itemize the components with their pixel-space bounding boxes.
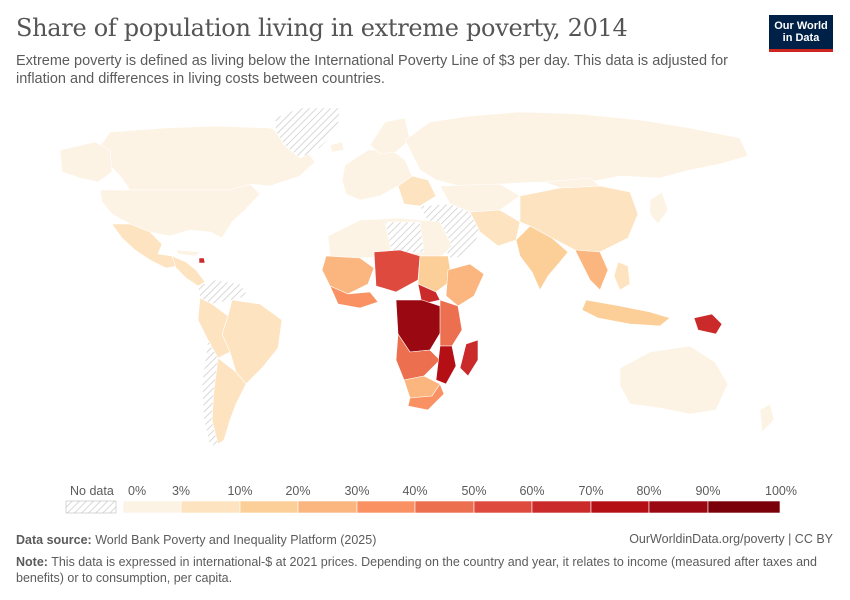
chart-title: Share of population living in extreme po… <box>16 14 628 42</box>
country-australia[interactable] <box>619 345 729 415</box>
country-new-zealand[interactable] <box>759 403 775 433</box>
note-text: This data is expressed in international-… <box>16 555 817 585</box>
logo-line-2: in Data <box>782 32 820 44</box>
country-alaska[interactable] <box>59 141 113 183</box>
legend-tick-label: 80% <box>636 484 661 498</box>
legend-tick-label: 20% <box>285 484 310 498</box>
country-usa[interactable] <box>99 183 261 239</box>
legend-bin-20-30[interactable] <box>297 500 358 514</box>
country-libya[interactable] <box>384 221 425 255</box>
country-sahel-west[interactable] <box>321 255 375 295</box>
legend-bin-80-90[interactable] <box>648 500 709 514</box>
legend-tick-label: 10% <box>227 484 252 498</box>
legend-bin-60-70[interactable] <box>531 500 592 514</box>
country-angola-zambia[interactable] <box>395 333 441 381</box>
data-note: Note: This data is expressed in internat… <box>16 554 826 586</box>
color-legend: No data 0% 3% 10% 20% 30% 40% 50% 60% 70% 80% 90% 1… <box>65 484 797 514</box>
country-argentina[interactable] <box>211 357 247 445</box>
legend-tick-label: 100% <box>765 484 797 498</box>
country-india[interactable] <box>515 225 569 291</box>
country-japan[interactable] <box>649 191 669 225</box>
chart-subtitle: Extreme poverty is defined as living bel… <box>16 53 728 87</box>
source-url[interactable]: OurWorldinData.org/poverty | CC BY <box>629 532 833 546</box>
legend-tick-label: 60% <box>519 484 544 498</box>
country-mongolia[interactable] <box>544 177 601 189</box>
legend-bin-3-10[interactable] <box>180 500 241 514</box>
legend-bin-10-20[interactable] <box>239 500 299 514</box>
legend-tick-label: 40% <box>402 484 427 498</box>
legend-tick-label: 30% <box>344 484 369 498</box>
country-canada[interactable] <box>99 125 316 191</box>
country-cuba[interactable] <box>175 249 201 257</box>
country-russia[interactable] <box>404 111 749 187</box>
data-source: Data source: World Bank Poverty and Ineq… <box>16 532 376 548</box>
country-philippines[interactable] <box>613 261 631 291</box>
country-sudan[interactable] <box>417 255 453 293</box>
source-text: World Bank Poverty and Inequality Platfo… <box>95 533 377 547</box>
country-indonesia[interactable] <box>581 299 671 327</box>
country-scandinavia[interactable] <box>369 117 411 155</box>
country-gulf-of-guinea[interactable] <box>329 285 379 309</box>
country-mozambique-malawi[interactable] <box>435 345 457 385</box>
legend-bin-70-80[interactable] <box>590 500 650 514</box>
legend-no-data-swatch <box>65 500 117 514</box>
legend-no-data-label: No data <box>70 484 114 498</box>
country-iceland[interactable] <box>329 141 345 153</box>
note-label: Note: <box>16 555 48 569</box>
legend-bin-90-100[interactable] <box>707 500 781 514</box>
logo-line-1: Our World <box>774 20 828 32</box>
country-ethiopia-somalia[interactable] <box>445 263 485 307</box>
world-map[interactable] <box>0 100 850 470</box>
country-peru-bolivia[interactable] <box>197 297 231 359</box>
country-europe-east[interactable] <box>397 175 437 207</box>
legend-tick-label: 70% <box>578 484 603 498</box>
country-south-africa[interactable] <box>407 383 445 411</box>
country-kenya-tanzania[interactable] <box>439 299 463 347</box>
legend-tick-label: 50% <box>461 484 486 498</box>
legend-tick-label: 3% <box>172 484 190 498</box>
country-greenland[interactable] <box>274 107 341 159</box>
legend-tick-label: 0% <box>128 484 146 498</box>
legend-bin-0-3[interactable] <box>122 500 182 514</box>
country-haiti[interactable] <box>198 257 206 264</box>
country-southeast-asia[interactable] <box>574 249 609 291</box>
legend-tick-label: 90% <box>695 484 720 498</box>
legend-bin-50-60[interactable] <box>473 500 533 514</box>
source-label: Data source: <box>16 533 92 547</box>
legend-bin-40-50[interactable] <box>414 500 475 514</box>
owid-logo[interactable]: Our World in Data <box>769 15 833 52</box>
country-papua-new-guinea[interactable] <box>693 313 723 335</box>
legend-bin-30-40[interactable] <box>356 500 416 514</box>
country-madagascar[interactable] <box>459 339 479 377</box>
country-niger-chad[interactable] <box>373 249 421 293</box>
country-central-america[interactable] <box>171 255 206 287</box>
country-venezuela-colombia[interactable] <box>197 279 249 305</box>
